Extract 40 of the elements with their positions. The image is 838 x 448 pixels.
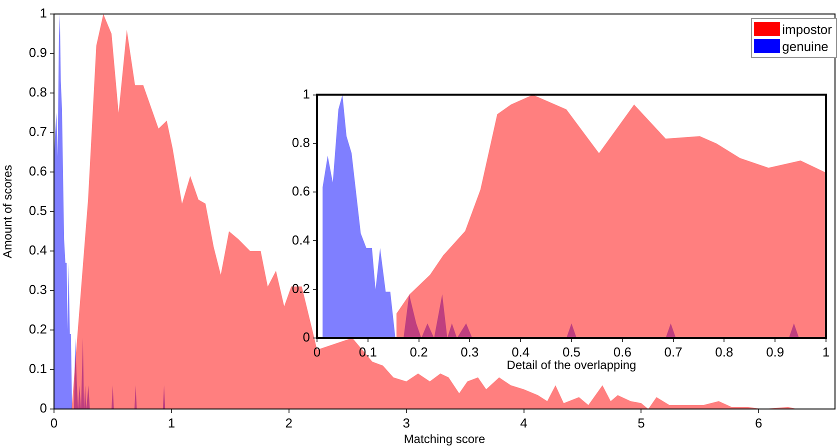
x-tick-label: 0.9: [766, 344, 784, 360]
x-tick-label: 2: [285, 415, 293, 430]
y-tick-label: 0.6: [292, 184, 310, 199]
x-axis-title: Matching score: [404, 432, 486, 446]
x-tick-label: 0.8: [715, 344, 734, 360]
legend-label: genuine: [781, 38, 830, 55]
x-tick-label: 0.7: [664, 344, 682, 360]
x-tick-label: 0.6: [613, 344, 632, 360]
y-tick-label: 0.7: [28, 124, 47, 140]
y-tick-label: 0.5: [28, 203, 47, 218]
x-axis-title: Detail of the overlapping: [506, 358, 636, 372]
y-tick-label: 0.4: [292, 232, 310, 248]
y-tick-label: 1: [302, 86, 310, 102]
legend-label: impostor: [781, 21, 832, 38]
x-tick-label: 5: [638, 415, 645, 430]
x-tick-label: 1: [168, 415, 176, 430]
y-tick-label: 0.6: [28, 164, 47, 179]
x-tick-label: 3: [402, 415, 410, 430]
y-tick-label: 0.1: [28, 361, 47, 376]
y-axis-title: Amount of scores: [0, 164, 15, 258]
x-tick-label: 0.1: [358, 344, 377, 360]
x-tick-label: 1: [822, 344, 830, 360]
x-tick-label: 4: [520, 415, 528, 430]
x-tick-label: 0: [50, 415, 58, 430]
y-tick-label: 0.2: [292, 280, 310, 296]
y-tick-label: 0: [302, 330, 310, 345]
x-tick-label: 0.5: [562, 344, 581, 360]
y-tick-label: 0.8: [292, 135, 310, 150]
y-tick-label: 1: [40, 6, 47, 21]
y-tick-label: 0.9: [28, 45, 47, 60]
y-tick-label: 0: [40, 400, 47, 416]
x-tick-label: 0.4: [512, 344, 530, 360]
y-tick-label: 0.4: [28, 242, 47, 258]
x-tick-label: 0: [313, 344, 321, 360]
y-tick-label: 0.3: [28, 282, 47, 298]
x-tick-label: 0.3: [460, 344, 479, 360]
x-tick-label: 6: [755, 415, 762, 430]
y-tick-label: 0.8: [28, 84, 47, 100]
x-tick-label: 0.2: [410, 344, 428, 360]
y-tick-label: 0.2: [28, 322, 47, 337]
